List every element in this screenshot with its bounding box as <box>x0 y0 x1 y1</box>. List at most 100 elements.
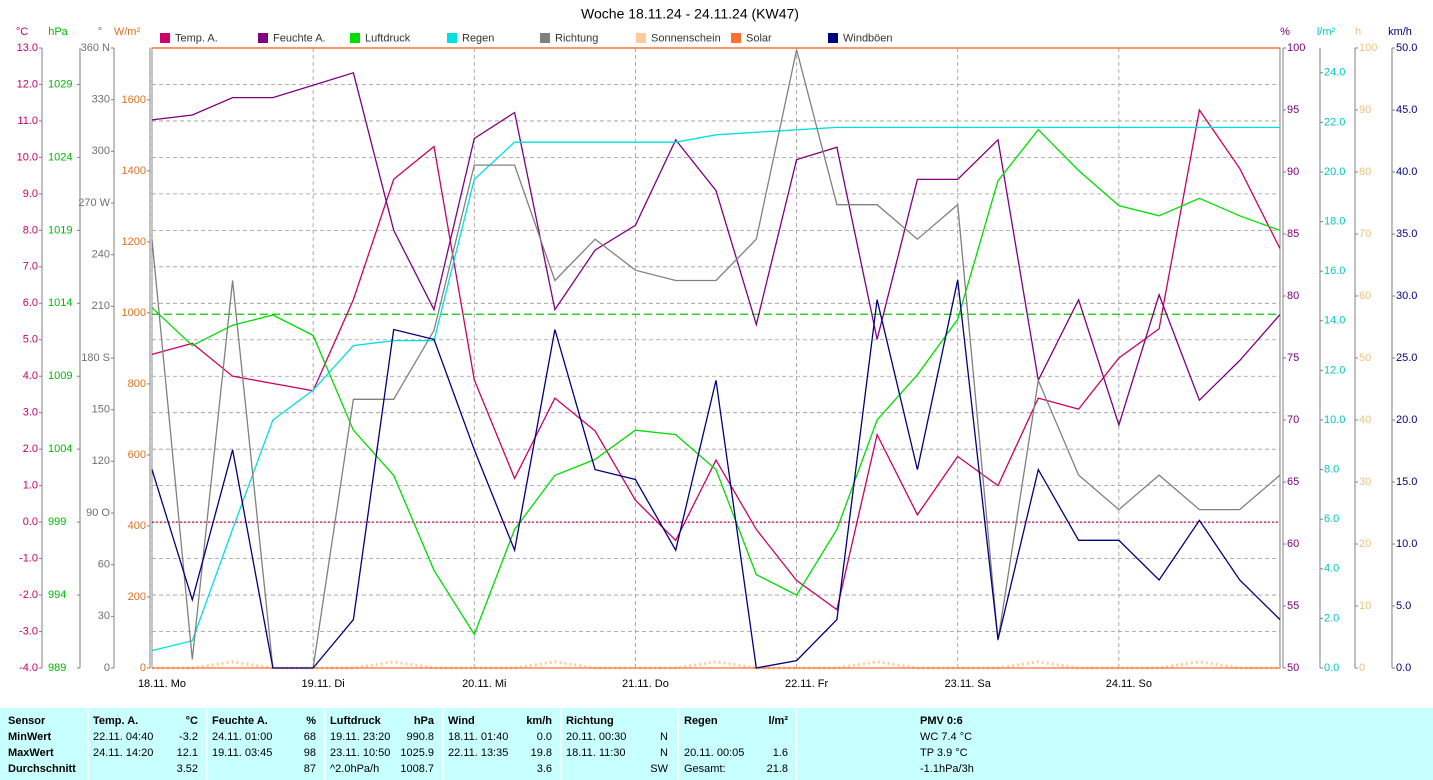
table-cell: 68 <box>304 731 316 743</box>
y-tick-label: 14.0 <box>1324 315 1345 327</box>
axis-unit: hPa <box>48 26 68 38</box>
table-cell: 22.11. 13:35 <box>448 747 508 759</box>
table-cell: 990.8 <box>406 731 434 743</box>
y-tick-label: 0 <box>140 662 146 674</box>
axis-unit: km/h <box>1388 26 1412 38</box>
table-cell: MaxWert <box>8 747 54 759</box>
series-line <box>151 49 1281 669</box>
table-cell: -1.1hPa/3h <box>920 763 974 775</box>
y-tick-label: 30.0 <box>1396 290 1417 302</box>
table-header: l/m² <box>768 715 788 727</box>
y-tick-label: 360 N <box>81 42 110 54</box>
y-tick-label: 1400 <box>122 165 146 177</box>
axis-unit: °C <box>16 26 28 38</box>
table-header: Temp. A. <box>93 715 138 727</box>
y-tick-label: 90 <box>1359 104 1371 116</box>
y-tick-label: 11.0 <box>17 115 38 127</box>
legend-label: Luftdruck <box>365 32 411 44</box>
y-tick-label: 6.0 <box>1324 513 1339 525</box>
y-tick-label: 5.0 <box>1396 600 1411 612</box>
y-tick-label: 70 <box>1287 414 1299 426</box>
y-tick-label: 60 <box>98 559 110 571</box>
y-tick-label: 2.0 <box>1324 612 1339 624</box>
y-tick-label: 1600 <box>122 94 146 106</box>
y-tick-label: 85 <box>1287 228 1299 240</box>
table-cell: 19.11. 23:20 <box>330 731 390 743</box>
y-tick-label: 989 <box>48 662 66 674</box>
y-tick-label: 18.0 <box>1324 216 1345 228</box>
y-tick-label: 25.0 <box>1396 352 1417 364</box>
y-tick-label: 400 <box>128 520 146 532</box>
legend-label: Solar <box>746 32 772 44</box>
table-header: Wind <box>448 715 475 727</box>
legend-label: Regen <box>462 32 494 44</box>
y-tick-label: 994 <box>48 589 66 601</box>
y-tick-label: 0.0 <box>1324 662 1339 674</box>
y-tick-label: 45.0 <box>1396 104 1417 116</box>
y-tick-label: 1024 <box>48 151 72 163</box>
y-tick-label: 40 <box>1359 414 1371 426</box>
y-tick-label: 8.0 <box>23 224 38 236</box>
plot-area <box>151 47 1281 669</box>
table-cell: 12.1 <box>177 747 198 759</box>
y-tick-label: 20 <box>1359 538 1371 550</box>
y-tick-label: 65 <box>1287 476 1299 488</box>
legend-swatch <box>447 33 457 43</box>
y-tick-label: 80 <box>1359 166 1371 178</box>
y-tick-label: 95 <box>1287 104 1299 116</box>
table-header: Sensor <box>8 715 46 727</box>
y-tick-label: 55 <box>1287 600 1299 612</box>
legend-swatch <box>731 33 741 43</box>
table-cell: SW <box>650 763 668 775</box>
y-tick-label: 800 <box>128 378 146 390</box>
y-tick-label: 2.0 <box>23 443 38 455</box>
y-tick-label: 75 <box>1287 352 1299 364</box>
y-tick-label: 270 W <box>78 197 110 209</box>
table-cell: ^2.0hPa/h <box>330 763 379 775</box>
table-cell: 20.11. 00:05 <box>684 747 744 759</box>
y-tick-label: 70 <box>1359 228 1371 240</box>
table-cell: 24.11. 14:20 <box>93 747 153 759</box>
y-tick-label: 10.0 <box>17 151 38 163</box>
y-tick-label: 10.0 <box>1396 538 1417 550</box>
table-cell: 24.11. 01:00 <box>212 731 272 743</box>
table-cell: 19.11. 03:45 <box>212 747 272 759</box>
y-tick-label: 120 <box>92 455 110 467</box>
y-tick-label: 200 <box>128 591 146 603</box>
table-cell: 21.8 <box>767 763 788 775</box>
series-line <box>151 126 1280 652</box>
table-cell: 1025.9 <box>400 747 434 759</box>
x-tick-label: 20.11. Mi <box>462 678 506 690</box>
table-header: Luftdruck <box>330 715 382 727</box>
legend-swatch <box>160 33 170 43</box>
y-tick-label: 6.0 <box>23 297 38 309</box>
y-tick-label: 330 <box>92 94 110 106</box>
y-tick-label: 90 <box>1287 166 1299 178</box>
y-tick-label: 20.0 <box>1396 414 1417 426</box>
table-header: Regen <box>684 715 718 727</box>
axis-unit: W/m² <box>114 26 141 38</box>
table-cell: 20.11. 00:30 <box>566 731 626 743</box>
y-tick-label: 30 <box>1359 476 1371 488</box>
table-header: km/h <box>526 715 552 727</box>
table-header: PMV 0:6 <box>920 715 963 727</box>
y-tick-label: 180 S <box>81 352 110 364</box>
y-tick-label: 300 <box>92 145 110 157</box>
y-tick-label: 210 <box>92 300 110 312</box>
table-cell: 1.6 <box>773 747 788 759</box>
y-tick-label: 3.0 <box>23 407 38 419</box>
table-cell: N <box>660 731 668 743</box>
x-tick-label: 24.11. So <box>1106 678 1152 690</box>
x-tick-label: 21.11. Do <box>622 678 669 690</box>
y-tick-label: 50 <box>1287 662 1299 674</box>
table-header: % <box>306 715 316 727</box>
table-cell: 3.6 <box>537 763 552 775</box>
series-line <box>151 71 1281 428</box>
y-tick-label: 40.0 <box>1396 166 1417 178</box>
summary-table: Sensor Temp. A. °C Feuchte A.% Luftdruck hPa W… <box>0 708 1433 780</box>
x-tick-label: 22.11. Fr <box>785 678 829 690</box>
x-tick-label: 23.11. Sa <box>945 678 992 690</box>
y-tick-label: 4.0 <box>23 370 38 382</box>
table-cell: Gesamt: <box>684 763 726 775</box>
axis-unit: l/m² <box>1317 26 1336 38</box>
